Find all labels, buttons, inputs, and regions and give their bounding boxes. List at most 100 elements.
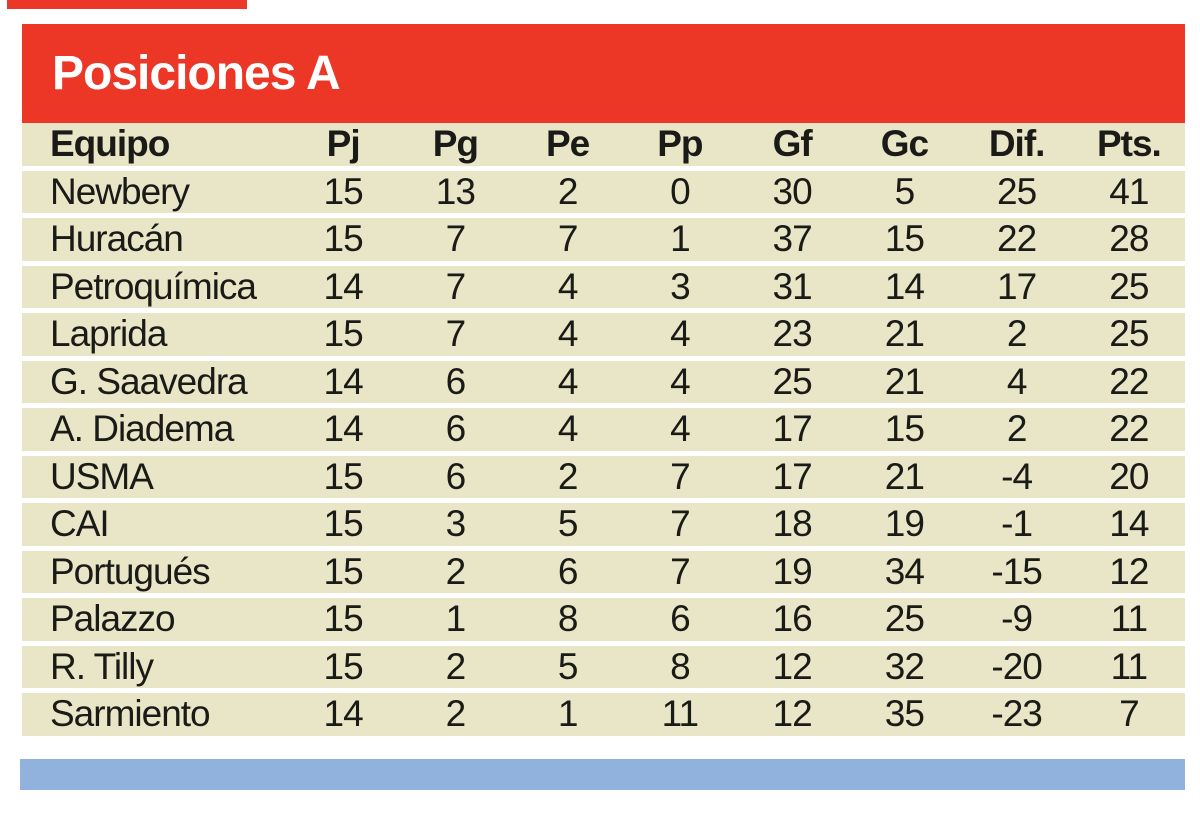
table-row: Sarmiento 14 2 1 11 12 35 -23 7 [22, 693, 1185, 736]
stat-cell: 6 [445, 360, 467, 402]
stat-cell: 37 [772, 218, 813, 259]
stat-cell: 11 [1110, 645, 1148, 687]
stat-cell: 8 [670, 645, 691, 687]
stat-cell: 25 [997, 170, 1037, 212]
stat-cell: 1 [557, 693, 579, 734]
stat-cell: 2 [1006, 408, 1028, 449]
stat-cell: 7 [445, 265, 467, 307]
column-header: Gf [772, 123, 813, 164]
stat-cell: 2 [445, 645, 467, 687]
stat-cell: 15 [323, 503, 364, 544]
page-title: Posiciones A [52, 46, 341, 100]
stat-cell: 22 [997, 218, 1037, 259]
stat-cell: 15 [323, 455, 364, 497]
stat-cell: 7 [670, 503, 691, 544]
stat-cell: 3 [670, 265, 691, 307]
stat-cell: 7 [445, 313, 467, 354]
team-name-cell: Petroquímica [50, 265, 257, 307]
stat-cell: 17 [997, 265, 1037, 307]
stat-cell: 13 [435, 170, 476, 212]
stat-cell: 12 [1109, 550, 1149, 592]
stat-cell: 6 [445, 455, 467, 497]
stat-cell: 34 [884, 550, 925, 592]
stat-cell: 15 [323, 218, 364, 259]
stat-cell: 2 [557, 455, 579, 497]
stat-cell: 6 [445, 408, 467, 449]
stat-cell: 14 [323, 360, 364, 402]
stat-cell: 8 [557, 598, 579, 639]
table-row: Newbery 15 13 2 0 30 5 25 41 [22, 170, 1185, 213]
stat-cell: 4 [670, 408, 691, 449]
stat-cell: 4 [670, 360, 691, 402]
stat-cell: 14 [1109, 503, 1149, 544]
stat-cell: -4 [1001, 455, 1033, 497]
table-row: Laprida 15 7 4 4 23 21 2 25 [22, 313, 1185, 356]
stat-cell: 17 [772, 455, 813, 497]
stat-cell: 18 [772, 503, 813, 544]
stat-cell: 2 [1006, 313, 1028, 354]
stat-cell: 20 [1109, 455, 1149, 497]
stat-cell: 16 [772, 598, 813, 639]
stat-cell: 11 [661, 693, 699, 734]
stat-cell: -20 [991, 645, 1042, 687]
column-header: Gc [880, 123, 929, 164]
stat-cell: 4 [557, 408, 579, 449]
stat-cell: -9 [1001, 598, 1033, 639]
stat-cell: 5 [894, 170, 916, 212]
stat-cell: 6 [670, 598, 691, 639]
stat-cell: 21 [884, 313, 925, 354]
team-name-cell: Palazzo [50, 598, 176, 639]
stat-cell: 15 [884, 218, 925, 259]
team-name-cell: Newbery [50, 170, 190, 212]
table-row: Huracán 15 7 7 1 37 15 22 28 [22, 218, 1185, 261]
column-header: Pts. [1096, 123, 1162, 164]
stat-cell: -1 [1001, 503, 1033, 544]
team-name-cell: Sarmiento [50, 693, 211, 734]
column-header: Pj [326, 123, 361, 164]
team-name-cell: G. Saavedra [50, 360, 248, 402]
stat-cell: 25 [1109, 265, 1149, 307]
stat-cell: 11 [1110, 598, 1148, 639]
stat-cell: 5 [557, 503, 579, 544]
column-header: Pe [545, 123, 590, 164]
stat-cell: 7 [670, 550, 691, 592]
team-name-cell: CAI [50, 503, 110, 544]
team-name-cell: Huracán [50, 218, 184, 259]
stat-cell: 7 [670, 455, 691, 497]
table-row: Palazzo 15 1 8 6 16 25 -9 11 [22, 598, 1185, 641]
stat-cell: 21 [884, 455, 925, 497]
stat-cell: 4 [557, 265, 579, 307]
stat-cell: 7 [1119, 693, 1140, 734]
stat-cell: 15 [323, 598, 364, 639]
column-header: Pg [432, 123, 479, 164]
stat-cell: 3 [445, 503, 467, 544]
table-row: CAI 15 3 5 7 18 19 -1 14 [22, 503, 1185, 546]
stat-cell: -15 [991, 550, 1042, 592]
stat-cell: 7 [445, 218, 467, 259]
stat-cell: 2 [557, 170, 579, 212]
stat-cell: 15 [323, 645, 364, 687]
stat-cell: 21 [884, 360, 925, 402]
stat-cell: 14 [884, 265, 925, 307]
stat-cell: 30 [772, 170, 813, 212]
stat-cell: 12 [772, 645, 813, 687]
stat-cell: 4 [557, 360, 579, 402]
stat-cell: 12 [772, 693, 813, 734]
stat-cell: 25 [772, 360, 813, 402]
stat-cell: 4 [670, 313, 691, 354]
stat-cell: 35 [884, 693, 925, 734]
top-red-strip [7, 0, 247, 9]
column-header: Equipo [50, 123, 170, 164]
column-header: Dif. [988, 123, 1046, 164]
stat-cell: 41 [1109, 170, 1149, 212]
bottom-blue-bar [20, 759, 1185, 790]
stat-cell: 15 [323, 550, 364, 592]
team-name-cell: A. Diadema [50, 408, 234, 449]
team-name-cell: R. Tilly [50, 645, 154, 687]
stat-cell: 19 [772, 550, 813, 592]
column-header: Pp [657, 123, 703, 164]
stat-cell: 5 [557, 645, 579, 687]
stat-cell: 14 [323, 265, 364, 307]
table-row: USMA 15 6 2 7 17 21 -4 20 [22, 455, 1185, 498]
stat-cell: 15 [323, 313, 364, 354]
